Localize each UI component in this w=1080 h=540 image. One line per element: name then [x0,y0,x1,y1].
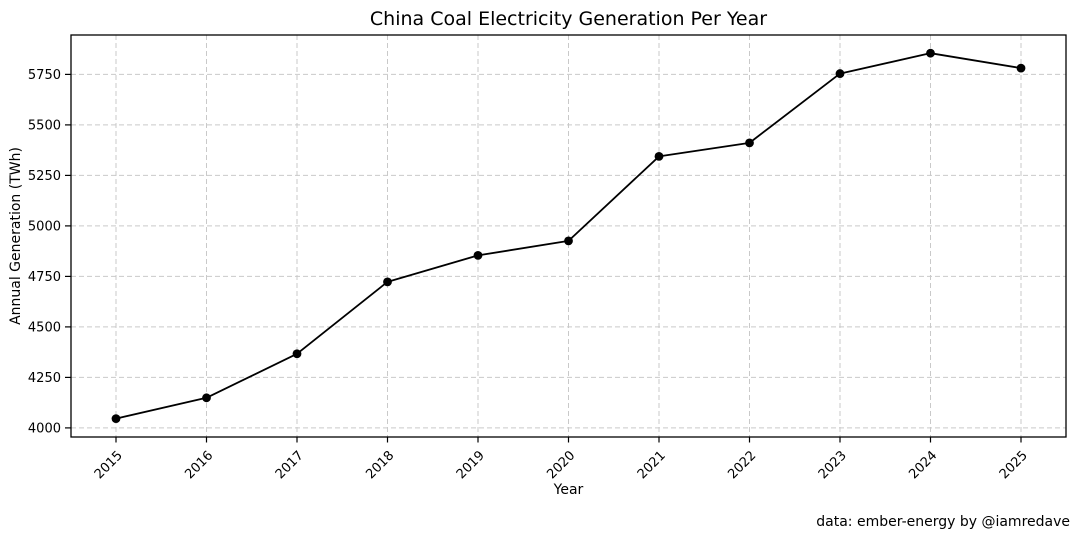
data-point [745,138,754,148]
x-tick-label: 2015 [92,448,126,482]
chart-title: China Coal Electricity Generation Per Ye… [369,8,768,30]
data-point [926,48,935,58]
source-credit: data: ember-energy by @iamredave [816,514,1070,530]
y-tick-label: 4500 [28,320,61,335]
x-tick-label: 2025 [997,448,1031,482]
y-tick-label: 4250 [28,371,61,386]
data-point [564,236,573,246]
data-point [835,69,845,78]
data-point [654,152,664,161]
x-tick-label: 2024 [906,448,940,482]
y-tick-label: 5750 [28,68,61,83]
y-tick-label: 5000 [28,219,61,234]
x-tick-label: 2017 [273,448,307,482]
y-axis-label: Annual Generation (TWh) [8,147,24,325]
x-tick-label: 2023 [816,448,850,482]
data-point [383,277,392,287]
x-tick-label: 2018 [363,448,397,482]
x-tick-label: 2021 [635,448,669,482]
y-tick-label: 5500 [28,118,61,133]
y-tick-label: 5250 [28,169,61,184]
y-tick-label: 4750 [28,270,61,285]
x-tick-label: 2020 [544,448,578,482]
x-tick-label: 2019 [454,448,488,482]
data-point [111,414,121,424]
data-point [473,250,483,260]
x-tick-label: 2022 [725,448,759,482]
x-tick-label: 2016 [182,448,216,482]
data-point [292,349,302,359]
data-point [202,393,211,403]
data-point [1016,63,1026,73]
x-axis-label: Year [553,482,584,498]
y-tick-label: 4000 [28,421,61,436]
